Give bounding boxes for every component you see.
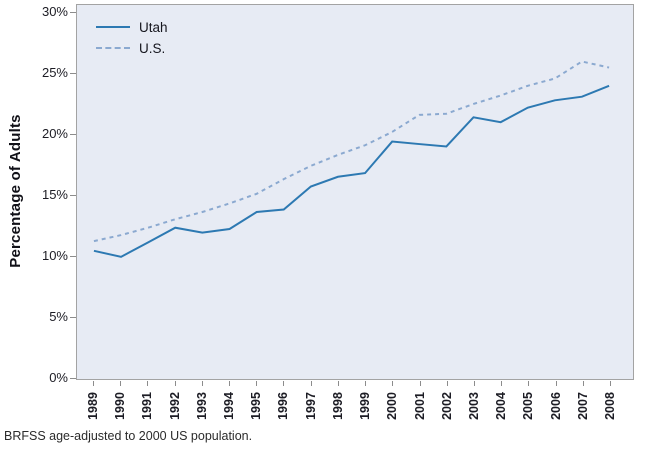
- x-axis-tick-mark: [610, 381, 611, 386]
- x-axis-tick-label: 1989: [86, 392, 100, 420]
- x-axis-tick-mark: [201, 381, 203, 386]
- x-axis-tick-label: 2004: [494, 392, 509, 420]
- x-axis-tick-label: 2000: [385, 392, 400, 420]
- y-axis-tick-label: 25%: [41, 65, 68, 80]
- x-axis-tick-mark: [365, 381, 367, 386]
- x-axis-tick-mark: [256, 381, 258, 386]
- x-axis-tick-mark: [310, 381, 312, 386]
- legend-label-us: U.S.: [139, 40, 166, 56]
- x-axis-tick-label: 1994: [222, 392, 237, 420]
- y-axis-tick-mark: [70, 73, 76, 74]
- y-axis-tick-label: 5%: [49, 309, 68, 324]
- x-axis-tick-label: 1991: [140, 392, 155, 420]
- x-axis-tick-mark: [93, 381, 94, 386]
- y-axis-tick-mark: [70, 378, 76, 379]
- x-axis-tick-label: 1992: [167, 392, 182, 420]
- x-axis-tick-label: 2008: [603, 392, 617, 420]
- x-axis-tick-label: 1999: [358, 392, 373, 420]
- y-axis-tick-label: 0%: [49, 370, 68, 385]
- x-axis-tick-mark: [147, 381, 149, 386]
- x-axis-tick-label: 1990: [113, 392, 128, 420]
- x-axis-tick-label: 2005: [521, 392, 536, 420]
- x-axis-tick-label: 2001: [412, 392, 427, 420]
- y-axis-tick-mark: [70, 195, 76, 196]
- x-axis-tick-label: 2007: [575, 392, 590, 420]
- utah-line-sample-icon: [96, 26, 130, 28]
- x-axis-tick-mark: [419, 381, 421, 386]
- legend-label-utah: Utah: [139, 19, 168, 35]
- x-axis-tick-mark: [528, 381, 530, 386]
- x-axis-tick-mark: [392, 381, 394, 386]
- x-axis-tick-label: 1993: [194, 392, 209, 420]
- y-axis-tick-mark: [70, 256, 76, 257]
- x-axis-tick-mark: [555, 381, 557, 386]
- x-axis-tick-label: 1996: [276, 392, 291, 420]
- plot-area: [76, 4, 634, 380]
- us-line-sample-icon: [96, 47, 130, 49]
- legend: Utah U.S.: [96, 19, 168, 56]
- legend-row-us: U.S.: [96, 40, 168, 56]
- y-axis-tick-mark: [70, 317, 76, 318]
- y-axis-tick-mark: [70, 12, 76, 13]
- footnote: BRFSS age-adjusted to 2000 US population…: [4, 429, 253, 443]
- x-axis-tick-mark: [582, 381, 584, 386]
- x-axis-tick-mark: [229, 381, 231, 386]
- x-axis-tick-label: 1997: [303, 392, 318, 420]
- x-axis-tick-mark: [120, 381, 122, 386]
- y-axis-tick-label: 15%: [41, 187, 68, 202]
- x-axis-tick-mark: [283, 381, 285, 386]
- x-axis-tick-label: 1998: [330, 392, 345, 420]
- y-axis-tick-label: 30%: [41, 4, 68, 19]
- x-axis-tick-label: 2003: [466, 392, 481, 420]
- x-axis-tick-mark: [473, 381, 475, 386]
- legend-row-utah: Utah: [96, 19, 168, 35]
- series-line-utah: [93, 84, 610, 258]
- x-axis-tick-label: 2002: [439, 392, 454, 420]
- y-axis-tick-label: 10%: [41, 248, 68, 263]
- y-axis-tick-mark: [70, 134, 76, 135]
- x-axis-tick-mark: [337, 381, 339, 386]
- x-axis-tick-mark: [501, 381, 503, 386]
- series-line-us: [93, 60, 610, 243]
- x-axis-tick-label: 1995: [249, 392, 264, 420]
- x-axis-tick-mark: [174, 381, 176, 386]
- x-axis-tick-mark: [446, 381, 448, 386]
- y-axis-tick-label: 20%: [41, 126, 68, 141]
- plot-svg: [93, 60, 610, 258]
- x-axis-tick-label: 2006: [548, 392, 563, 420]
